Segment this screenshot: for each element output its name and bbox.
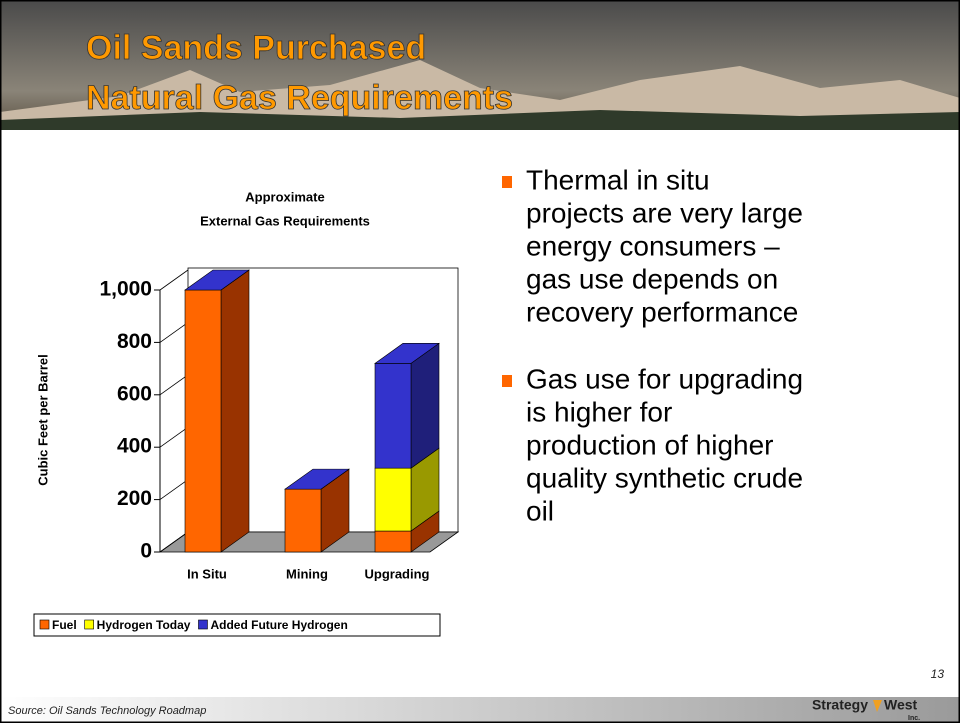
bar-top [184, 269, 250, 291]
legend-swatch [39, 619, 50, 630]
y-axis-title: Cubic Feet per Barrel [35, 354, 50, 486]
wall-tick [159, 479, 189, 500]
x-tick-label: Upgrading [365, 566, 430, 581]
source: Source: Oil Sands Technology Roadmap [8, 705, 206, 717]
bullet-text: is higher for [526, 396, 672, 427]
legend-label: Added Future Hydrogen [210, 618, 347, 632]
page-number: 13 [931, 667, 945, 681]
bullet-text: Thermal in situ [526, 164, 710, 195]
x-tick-label: In Situ [187, 566, 227, 581]
chart-title: External Gas Requirements [200, 213, 370, 228]
wall-tick [159, 322, 189, 343]
chart-title: Approximate [245, 189, 324, 204]
bullet-text: Gas use for upgrading [526, 363, 803, 394]
wall-tick [159, 426, 189, 448]
legend-label: Hydrogen Today [97, 618, 191, 632]
footer-bg [0, 697, 960, 723]
logo: West [884, 697, 918, 713]
bar-top [284, 468, 350, 490]
legend-box [33, 613, 441, 637]
y-tick-label: 400 [117, 435, 152, 458]
wall-tick [159, 374, 189, 396]
bar-side [220, 269, 250, 553]
y-tick-label: 800 [117, 330, 152, 353]
bar [374, 467, 412, 532]
bullet-text: quality synthetic crude [526, 462, 803, 493]
legend-swatch [198, 619, 208, 630]
forest [0, 110, 960, 130]
bullet-text: recovery performance [526, 296, 798, 327]
bullet-text: projects are very large [526, 197, 803, 228]
wall-tick [159, 269, 189, 291]
slide-title: Oil Sands Purchased [86, 29, 426, 67]
wall-tick [159, 531, 189, 553]
legend-label: Fuel [52, 618, 77, 632]
bullet-text: energy consumers – [526, 230, 780, 261]
x-tick-label: Mining [286, 566, 328, 581]
bullet-text: gas use depends on [526, 263, 778, 294]
bar [374, 363, 412, 469]
bullet-marker [502, 176, 512, 188]
bullet-marker [502, 375, 512, 387]
y-tick-label: 200 [117, 487, 152, 510]
bullet-text: production of higher [526, 429, 774, 460]
logo-mark [873, 700, 882, 712]
bar [284, 488, 322, 553]
logo: Strategy [812, 697, 868, 713]
bar [184, 289, 222, 553]
mountains [0, 60, 960, 130]
bar [374, 530, 412, 553]
y-tick-label: 0 [140, 540, 152, 563]
slide-title: Natural Gas Requirements [86, 79, 513, 117]
bar-side [410, 342, 440, 469]
bar-top [374, 343, 440, 364]
y-tick-label: 600 [117, 382, 152, 405]
bullet-text: oil [526, 495, 554, 526]
logo-sub: Inc. [908, 715, 920, 722]
legend-swatch [84, 619, 94, 630]
y-tick-label: 1,000 [99, 278, 152, 301]
